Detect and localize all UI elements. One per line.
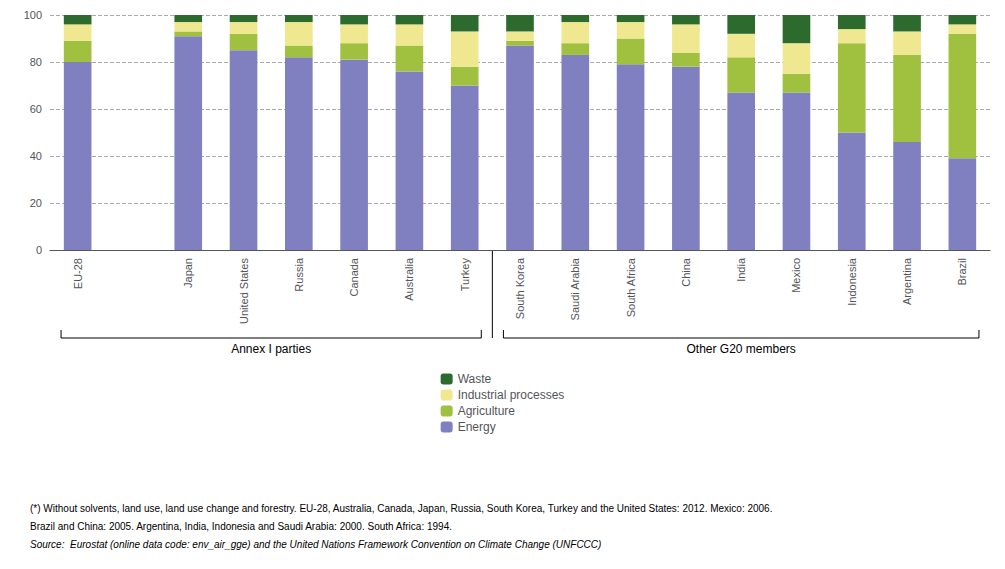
svg-text:Brazil and China: 2005. Argent: Brazil and China: 2005. Argentina, India… (30, 521, 452, 532)
svg-text:60: 60 (30, 103, 42, 115)
svg-text:United States: United States (238, 258, 250, 325)
svg-text:Agriculture: Agriculture (458, 404, 516, 418)
svg-text:80: 80 (30, 56, 42, 68)
svg-text:Industrial processes: Industrial processes (458, 388, 565, 402)
svg-text:Australia: Australia (403, 257, 415, 301)
svg-text:20: 20 (30, 197, 42, 209)
svg-text:South Korea: South Korea (514, 257, 526, 319)
svg-text:Brazil: Brazil (956, 258, 968, 286)
svg-text:0: 0 (36, 244, 42, 256)
svg-text:Other G20 members: Other G20 members (686, 342, 795, 356)
svg-text:40: 40 (30, 150, 42, 162)
svg-text:India: India (735, 257, 747, 282)
svg-text:Japan: Japan (182, 258, 194, 288)
svg-text:Russia: Russia (293, 257, 305, 292)
svg-text:Waste: Waste (458, 372, 492, 386)
svg-text:Energy: Energy (458, 420, 496, 434)
svg-text:Canada: Canada (348, 257, 360, 296)
svg-text:Turkey: Turkey (459, 258, 471, 292)
svg-text:Mexico: Mexico (790, 258, 802, 293)
svg-text:Argentina: Argentina (901, 257, 913, 305)
svg-text:(*) Without solvents, land use: (*) Without solvents, land use, land use… (30, 503, 772, 514)
svg-text:100: 100 (24, 9, 42, 21)
svg-text:Source: Eurostat (online data: Source: Eurostat (online data code: env_… (30, 539, 601, 550)
svg-text:EU-28: EU-28 (72, 258, 84, 289)
svg-text:China: China (680, 257, 692, 287)
svg-text:Annex I parties: Annex I parties (231, 342, 311, 356)
svg-text:Saudi Arabia: Saudi Arabia (569, 257, 581, 320)
svg-text:Indonesia: Indonesia (846, 257, 858, 306)
svg-text:South Africa: South Africa (625, 257, 637, 317)
